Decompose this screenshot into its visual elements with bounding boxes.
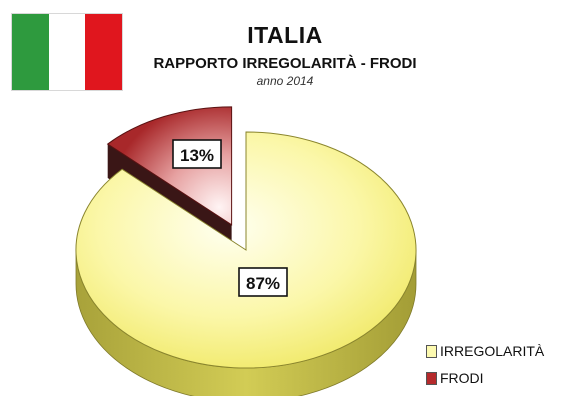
flag-stripe-red	[85, 14, 123, 90]
pie-slice-irregolarita	[75, 131, 417, 369]
chart-header: ITALIA RAPPORTO IRREGOLARITÀ - FRODI ann…	[150, 22, 420, 88]
legend-label-irregolarita: IRREGOLARITÀ	[440, 343, 545, 359]
data-label-irregolarita: 87%	[238, 267, 288, 297]
chart-subtitle: RAPPORTO IRREGOLARITÀ - FRODI	[153, 55, 417, 72]
legend-swatch-irregolarita	[426, 344, 437, 358]
data-label-irregolarita-text: 87%	[246, 274, 280, 293]
pie-slice-frodi	[106, 106, 233, 226]
legend: IRREGOLARITÀ FRODI	[426, 340, 544, 394]
legend-label-frodi: FRODI	[440, 370, 484, 386]
data-label-frodi-text: 13%	[180, 146, 214, 165]
data-label-irregolarita-box	[238, 267, 288, 297]
italy-flag	[12, 14, 123, 90]
legend-item-irregolarita: IRREGOLARITÀ	[426, 340, 544, 362]
chart-title: ITALIA	[247, 22, 323, 48]
flag-stripe-white	[48, 14, 86, 90]
legend-swatch-frodi	[426, 371, 437, 385]
flag-stripe-green	[12, 14, 49, 90]
chart-year: anno 2014	[256, 74, 314, 88]
legend-item-frodi: FRODI	[426, 367, 544, 389]
data-label-frodi: 13%	[172, 139, 222, 169]
data-label-frodi-box	[172, 139, 222, 169]
